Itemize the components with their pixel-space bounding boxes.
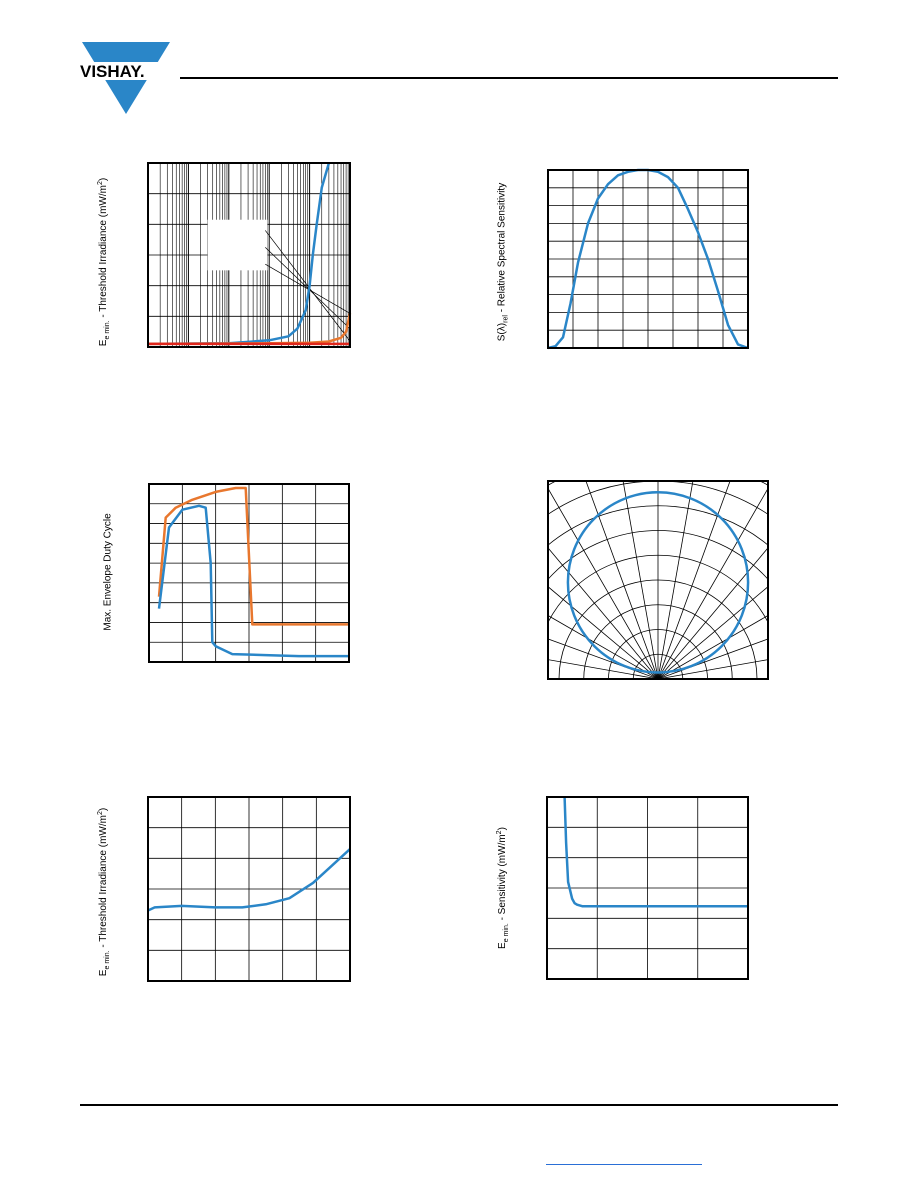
series-line-blue [563,796,748,908]
plot-area [546,796,749,980]
y-axis-label: Max. Envelope Duty Cycle [102,513,114,631]
plot-frame [546,796,749,980]
grid [148,797,350,981]
series-line-orange [157,486,349,626]
directivity-curve [566,491,750,674]
leader-line [265,230,351,342]
footer-rule [80,1104,838,1106]
chart-relative-spectral-sensitivity [546,168,750,350]
polar-spoke [657,487,768,679]
polar-spoke [657,481,731,679]
plot-frame [148,483,350,663]
polar-spoke [548,586,659,679]
polar-spoke [657,615,768,679]
chart-threshold-vs-frequency [146,161,352,349]
plot-area [547,480,769,680]
grid [547,797,748,979]
polar-spoke [548,638,659,679]
chart-max-envelope-duty-cycle [147,482,351,664]
plot-area [147,796,351,982]
plot-frame [147,796,351,982]
plot-area [148,483,350,663]
plot-frame [547,480,769,680]
polar-spoke [548,659,659,679]
series-line-blue [157,504,349,658]
legend-box [207,219,268,271]
polar-grid [548,481,768,679]
legend-leaders [265,230,351,342]
polar-spoke [657,481,694,679]
polar-spoke [657,659,768,679]
polar-spoke [548,547,659,679]
footer-link-underline[interactable] [546,1164,702,1165]
leader-line [265,263,350,314]
polar-spoke [657,547,768,679]
vishay-logo: VISHAY. [78,40,174,116]
polar-spoke [622,481,659,679]
polar-spoke [657,586,768,679]
plot-area [147,162,352,348]
y-axis-label: Ee min. - Threshold Irradiance (mW/m2) [96,807,112,977]
grid [147,163,350,347]
chart-threshold-vs-ambient [146,795,352,983]
plot-frame [547,169,749,349]
y-axis-label: Ee min. - Threshold Irradiance (mW/m2) [96,177,112,347]
y-axis-label: S(λ)rel - Relative Spectral Sensitivity [496,182,510,342]
polar-spoke [657,638,768,679]
plot-frame [147,162,351,348]
polar-spoke [585,481,659,679]
series-line-blue [147,848,351,912]
logo-brand-text: VISHAY. [80,62,145,81]
polar-spoke [548,487,659,679]
grid [149,484,349,662]
series-line-orange [147,313,352,346]
polar-spoke [548,615,659,679]
leader-line [265,247,351,329]
header-rule [180,77,838,79]
chart-sensitivity-curve [545,795,750,981]
chart-directivity-polar [546,479,770,681]
y-axis-label: Ee min. - Sensitivity (mW/m2) [495,827,511,949]
plot-area [547,168,749,350]
series-line-blue [147,162,331,346]
